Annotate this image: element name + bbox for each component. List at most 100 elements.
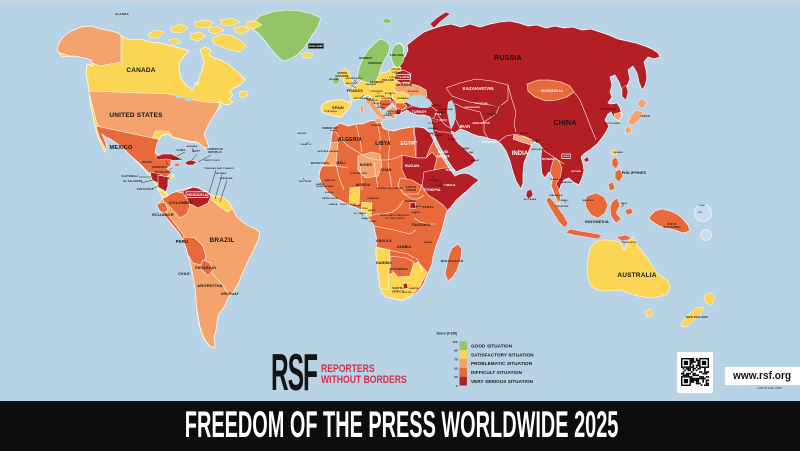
svg-text:URUGUAY: URUGUAY xyxy=(221,292,240,296)
svg-text:SIERRA LEONE: SIERRA LEONE xyxy=(322,197,339,200)
svg-text:ISRAEL: ISRAEL xyxy=(427,132,434,135)
svg-text:RUSSIA: RUSSIA xyxy=(494,55,522,62)
svg-text:NEW GUINEA: NEW GUINEA xyxy=(663,226,681,229)
svg-text:FRANCE: FRANCE xyxy=(347,89,364,93)
svg-text:GUYANA: GUYANA xyxy=(216,172,227,175)
svg-text:AFRICA: AFRICA xyxy=(392,289,405,293)
svg-text:TUNISIA: TUNISIA xyxy=(371,124,381,127)
svg-text:CUBA: CUBA xyxy=(177,148,186,152)
svg-text:RWANDA: RWANDA xyxy=(413,205,422,208)
svg-text:CONGO: CONGO xyxy=(369,221,377,223)
svg-text:SOUTH KOREA: SOUTH KOREA xyxy=(604,122,621,125)
svg-text:GAMBIA: GAMBIA xyxy=(316,183,325,186)
svg-text:POLAND: POLAND xyxy=(382,79,394,82)
svg-text:VERY SERIOUS SITUATION: VERY SERIOUS SITUATION xyxy=(471,379,534,384)
svg-text:MEXICO: MEXICO xyxy=(110,145,133,151)
svg-text:PARAGUAY: PARAGUAY xyxy=(195,266,217,270)
svg-text:ITALY: ITALY xyxy=(366,98,374,101)
svg-text:ALGERIA: ALGERIA xyxy=(338,137,362,143)
svg-text:EGYPT: EGYPT xyxy=(401,141,418,147)
svg-text:55: 55 xyxy=(454,366,458,370)
svg-text:EL SALVADOR: EL SALVADOR xyxy=(124,180,143,183)
svg-text:LESOTHO: LESOTHO xyxy=(402,292,412,294)
svg-text:GUINEA: GUINEA xyxy=(325,191,334,194)
svg-text:TAIWAN: TAIWAN xyxy=(613,151,623,154)
svg-text:ZAMBIA: ZAMBIA xyxy=(397,245,412,249)
svg-text:IVORY COAST: IVORY COAST xyxy=(340,203,356,206)
svg-text:BOTSWANA: BOTSWANA xyxy=(390,267,408,271)
svg-text:TOGO: TOGO xyxy=(362,208,369,210)
svg-text:CAPE VERDE: CAPE VERDE xyxy=(299,180,313,183)
svg-text:SWITZERLAND: SWITZERLAND xyxy=(354,97,369,100)
svg-text:IRAN: IRAN xyxy=(460,124,470,129)
svg-text:NIGERIA: NIGERIA xyxy=(356,183,371,187)
svg-text:BAHAMAS: BAHAMAS xyxy=(187,145,198,148)
svg-text:YEMEN: YEMEN xyxy=(445,168,455,172)
svg-text:SURINAME: SURINAME xyxy=(219,177,233,180)
svg-text:CYPRUS: CYPRUS xyxy=(428,123,437,125)
svg-text:PAPUA: PAPUA xyxy=(667,223,676,226)
svg-text:UNITED STATES: UNITED STATES xyxy=(109,112,163,119)
svg-text:ERITREA: ERITREA xyxy=(429,179,440,182)
svg-text:CANARY IS.: CANARY IS. xyxy=(300,143,312,146)
svg-text:DOMINICAN: DOMINICAN xyxy=(207,148,223,151)
svg-text:CHAD: CHAD xyxy=(380,168,391,172)
svg-text:SWEDEN: SWEDEN xyxy=(368,61,381,65)
svg-text:40: 40 xyxy=(454,375,458,379)
svg-text:TURKEY: TURKEY xyxy=(412,110,427,114)
svg-text:PORTUGAL: PORTUGAL xyxy=(325,110,338,113)
svg-text:SUDAN: SUDAN xyxy=(406,188,416,192)
svg-text:SENEGAL: SENEGAL xyxy=(324,179,336,182)
svg-text:BELGIUM: BELGIUM xyxy=(346,83,356,85)
svg-text:TIMOR-LESTE: TIMOR-LESTE xyxy=(621,242,637,244)
svg-text:INDONESIA: INDONESIA xyxy=(585,219,609,224)
svg-text:UKRAINE: UKRAINE xyxy=(396,83,413,87)
svg-text:SOUTH: SOUTH xyxy=(406,185,416,189)
svg-text:HAITI: HAITI xyxy=(192,150,199,153)
svg-text:NETHERLANDS: NETHERLANDS xyxy=(346,77,362,80)
svg-text:GUATEMALA: GUATEMALA xyxy=(122,175,139,178)
svg-text:PROBLEMATIC SITUATION: PROBLEMATIC SITUATION xyxy=(471,361,533,366)
svg-text:70: 70 xyxy=(454,358,458,362)
svg-text:CANADA: CANADA xyxy=(126,67,155,74)
svg-text:SOUTH: SOUTH xyxy=(392,286,404,290)
svg-text:FINLAND: FINLAND xyxy=(390,53,404,57)
svg-text:UNITED: UNITED xyxy=(337,72,347,75)
svg-text:ECUADOR: ECUADOR xyxy=(152,212,174,217)
svg-text:AFGHANISTAN: AFGHANISTAN xyxy=(472,122,489,125)
svg-text:VENEZUELA: VENEZUELA xyxy=(187,193,208,197)
svg-text:BENIN: BENIN xyxy=(369,210,376,212)
svg-text:ALASKA: ALASKA xyxy=(115,12,129,16)
svg-text:GABON: GABON xyxy=(361,217,369,220)
svg-text:MYANMAR: MYANMAR xyxy=(542,158,555,161)
svg-text:PAKISTAN: PAKISTAN xyxy=(482,140,497,144)
svg-text:BANGLADESH: BANGLADESH xyxy=(532,148,547,151)
svg-text:MALI: MALI xyxy=(336,161,346,165)
svg-text:GOOD SITUATION: GOOD SITUATION xyxy=(471,344,513,349)
svg-text:SATISFACTORY SITUATION: SATISFACTORY SITUATION xyxy=(471,352,534,357)
svg-text:HONDURAS: HONDURAS xyxy=(152,166,168,169)
svg-text:CAMBODIA: CAMBODIA xyxy=(560,181,572,184)
svg-text:ARABIA: ARABIA xyxy=(436,154,450,158)
svg-text:REPUBLIC: REPUBLIC xyxy=(208,151,222,154)
svg-text:SPAIN: SPAIN xyxy=(332,106,344,110)
svg-text:BURUNDI: BURUNDI xyxy=(412,212,421,214)
svg-text:ESTONIA: ESTONIA xyxy=(391,68,401,71)
svg-text:ANGOLA: ANGOLA xyxy=(376,239,392,243)
svg-text:COSTA RICA: COSTA RICA xyxy=(137,188,154,191)
svg-text:TURKMENISTAN: TURKMENISTAN xyxy=(464,106,480,109)
svg-text:AZERBAIJAN: AZERBAIJAN xyxy=(439,108,453,111)
svg-text:KINGDOM: KINGDOM xyxy=(336,75,349,78)
svg-text:MALAWI: MALAWI xyxy=(424,241,433,244)
svg-text:IRELAND: IRELAND xyxy=(329,78,340,81)
svg-text:CHILE: CHILE xyxy=(178,272,190,276)
svg-text:IRAQ: IRAQ xyxy=(440,118,448,122)
svg-text:SAUDI: SAUDI xyxy=(438,150,449,154)
svg-text:THAILAND: THAILAND xyxy=(550,178,563,181)
svg-text:KENYA: KENYA xyxy=(422,205,434,209)
svg-text:Score (0-100): Score (0-100) xyxy=(437,332,458,336)
svg-text:WESTERN SAHARA: WESTERN SAHARA xyxy=(318,150,339,153)
svg-text:ALBANIA: ALBANIA xyxy=(384,114,394,117)
svg-text:0: 0 xyxy=(456,384,458,388)
svg-text:ETHIOPIA: ETHIOPIA xyxy=(424,188,441,192)
